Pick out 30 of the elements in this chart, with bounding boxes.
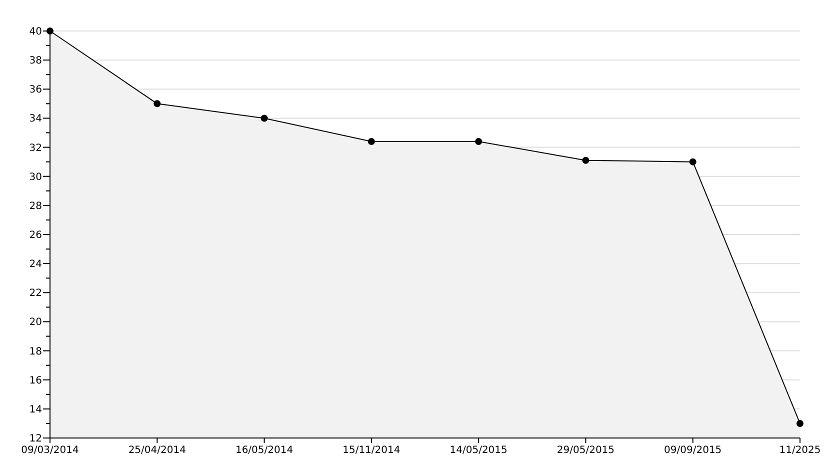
y-tick-label: 14 — [29, 404, 42, 416]
point — [154, 100, 161, 108]
point — [689, 158, 696, 166]
y-tick-label: 36 — [29, 84, 42, 96]
point — [475, 138, 482, 145]
y-tick-label: 22 — [29, 288, 42, 300]
y-tick-label: 34 — [29, 114, 42, 125]
y-tick-label: 32 — [29, 142, 42, 154]
y-tick-label: 18 — [29, 346, 42, 358]
x-tick-label: 09/09/2015 — [664, 445, 722, 456]
x-tick-label: 29/05/2015 — [556, 445, 615, 456]
point — [260, 114, 268, 122]
x-tick-label: 16/05/2014 — [235, 445, 294, 456]
y-tick-label: 40 — [29, 26, 42, 38]
x-tick-label: 14/05/2015 — [450, 445, 508, 456]
y-tick-label: 24 — [29, 259, 42, 270]
x-tick-label: 11/2025 — [779, 445, 821, 456]
point — [796, 420, 804, 427]
point — [582, 156, 590, 164]
x-tick-label: 25/04/2014 — [128, 445, 186, 456]
y-tick-label: 38 — [29, 56, 42, 67]
y-tick-label: 16 — [29, 375, 42, 386]
y-tick-label: 28 — [29, 200, 42, 212]
point — [368, 138, 375, 145]
x-tick-label: 09/03/2014 — [21, 445, 79, 456]
y-tick-label: 30 — [29, 172, 42, 183]
x-tick-label: 15/11/2014 — [342, 445, 400, 456]
y-tick-label: 26 — [29, 230, 42, 241]
y-tick-label: 12 — [29, 434, 42, 444]
y-tick-label: 20 — [29, 317, 42, 328]
